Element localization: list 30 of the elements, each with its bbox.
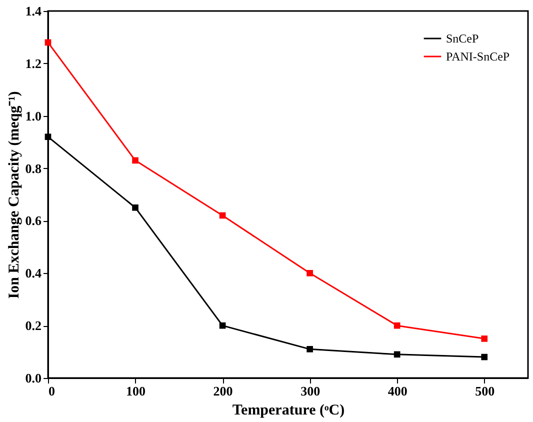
y-tick-label: 0.6 — [25, 213, 42, 228]
point — [306, 270, 313, 276]
point — [132, 204, 138, 211]
x-tick-label: 100 — [126, 384, 146, 398]
legend-label: PANI-SnCeP — [446, 50, 510, 64]
x-tick-label: 300 — [300, 384, 320, 398]
point — [132, 157, 138, 164]
point — [44, 134, 52, 140]
y-tick-label: 1.4 — [25, 4, 42, 18]
y-tick-label: 1.2 — [25, 56, 42, 71]
point — [219, 322, 226, 329]
point — [44, 39, 52, 46]
x-tick-label: 0 — [48, 384, 55, 398]
y-tick-label: 1.0 — [25, 108, 42, 124]
legend-label: SnCeP — [446, 32, 480, 46]
point — [219, 212, 226, 219]
x-tick-label: 500 — [475, 384, 495, 398]
x-axis-title: Temperature (ᵒC) — [232, 402, 345, 418]
x-tick-label: 200 — [213, 384, 233, 398]
y-axis-title: Ion Exchange Capacity (meqg⁻¹) — [6, 91, 22, 299]
point — [394, 322, 400, 329]
y-tick-label: 0.8 — [25, 160, 42, 176]
point — [306, 346, 313, 352]
x-tick-label: 400 — [388, 384, 408, 398]
point — [394, 351, 400, 358]
point — [481, 354, 488, 360]
y-tick-label: 0.0 — [25, 370, 42, 386]
y-tick-label: 0.4 — [25, 266, 42, 281]
y-tick-label: 0.2 — [25, 318, 42, 334]
point — [481, 336, 488, 342]
